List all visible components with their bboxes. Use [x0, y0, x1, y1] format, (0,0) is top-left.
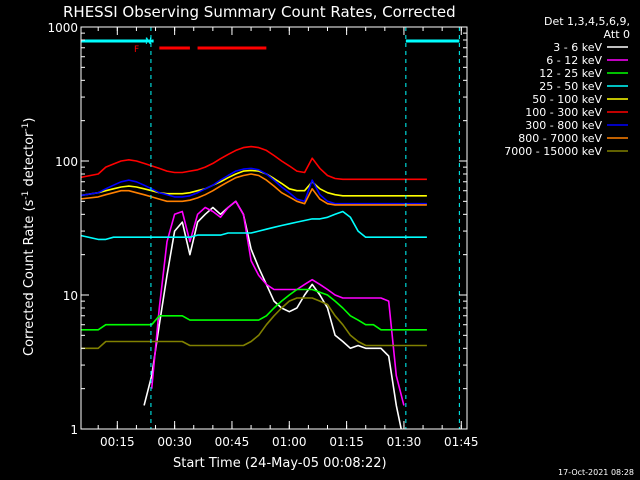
series-layer [81, 145, 427, 429]
legend-label-0: 3 - 6 keV [553, 41, 602, 54]
series-line-4 [81, 169, 427, 197]
x-tick-label: 01:45 [444, 435, 479, 449]
x-axis-label: Start Time (24-May-05 00:08:22) [173, 456, 387, 471]
x-tick-label: 00:30 [157, 435, 192, 449]
flare-flag-label: F [134, 45, 139, 55]
night-flag-label: N [145, 37, 152, 47]
legend-label-3: 25 - 50 keV [539, 80, 602, 93]
series-line-8 [81, 297, 427, 350]
y-tick-label: 1 [70, 423, 78, 437]
plot-frame [80, 26, 468, 430]
y-tick-label: 100 [55, 155, 78, 169]
x-tick-label: 00:45 [215, 435, 250, 449]
series-line-7 [81, 173, 427, 206]
series-line-2 [81, 288, 427, 331]
x-tick-label: 01:30 [387, 435, 422, 449]
series-line-3 [81, 210, 427, 241]
x-axis: 00:15 00:30 00:45 01:00 01:15 01:30 01:45 [97, 27, 479, 449]
legend-header-line-1: Det 1,3,4,5,6,9, [544, 15, 630, 28]
flags-layer: NF [81, 27, 460, 429]
legend-label-6: 300 - 800 keV [525, 119, 602, 132]
legend-label-4: 50 - 100 keV [532, 93, 602, 106]
legend-label-1: 6 - 12 keV [546, 54, 602, 67]
legend-label-8: 7000 - 15000 keV [504, 145, 602, 158]
series-line-5 [81, 145, 427, 181]
legend-label-5: 100 - 300 keV [525, 106, 602, 119]
series-line-1 [150, 200, 405, 406]
series-line-0 [143, 200, 403, 429]
legend-header-line-2: Att 0 [604, 28, 630, 41]
series-line-6 [81, 167, 427, 205]
x-tick-label: 01:15 [329, 435, 364, 449]
chart-title: RHESSI Observing Summary Count Rates, Co… [63, 3, 456, 21]
legend-label-2: 12 - 25 keV [539, 67, 602, 80]
footer-timestamp: 17-Oct-2021 08:28 [558, 468, 634, 477]
legend-label-7: 800 - 7000 keV [518, 132, 602, 145]
x-tick-label: 01:00 [272, 435, 307, 449]
y-axis-label: Corrected Count Rate (s-1 detector-1) [21, 118, 37, 356]
x-tick-label: 00:15 [100, 435, 135, 449]
y-tick-label: 10 [63, 289, 78, 303]
y-tick-label: 1000 [47, 21, 78, 35]
y-axis: 1 10 100 1000 [47, 21, 467, 437]
